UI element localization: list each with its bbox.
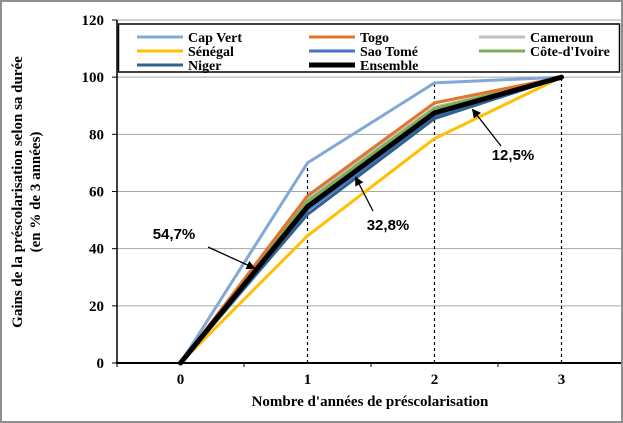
annotation-arrow-54-7 xyxy=(207,246,256,270)
legend-label-cameroun: Cameroun xyxy=(530,31,594,46)
annotation-label-32-8: 32,8% xyxy=(367,217,410,234)
x-tick-label-3: 3 xyxy=(558,372,566,388)
x-axis-title: Nombre d'années de préscolarisation xyxy=(252,394,489,410)
series-line-s-n-gal xyxy=(179,75,563,365)
y-tick-label-0: 0 xyxy=(97,356,105,372)
legend: Cap Vert Togo Cameroun Sénégal Sao Tomé Côte-… xyxy=(117,23,621,74)
x-tick-label-0: 0 xyxy=(177,372,185,388)
x-tick-label-2: 2 xyxy=(431,372,439,388)
legend-item-cameroun: Cameroun xyxy=(479,31,594,46)
y-tick-label-80: 80 xyxy=(89,127,104,143)
legend-item-sao-tom: Sao Tomé xyxy=(309,45,418,60)
legend-item-niger: Niger xyxy=(137,59,221,74)
y-tick-label-120: 120 xyxy=(82,13,105,29)
legend-label-niger: Niger xyxy=(188,59,221,74)
annotation-arrow-12-5 xyxy=(471,108,502,147)
series-line-ensemble xyxy=(178,74,564,366)
legend-label-sao-tom: Sao Tomé xyxy=(360,45,418,60)
annotations: 54,7% 32,8% 12,5% xyxy=(153,108,535,270)
legend-label-togo: Togo xyxy=(360,31,389,46)
annotation-label-12-5: 12,5% xyxy=(492,147,535,164)
legend-box xyxy=(117,23,621,73)
y-tick-label-60: 60 xyxy=(89,185,104,201)
annotation-arrow-32-8 xyxy=(355,176,374,212)
legend-item-s-n-gal: Sénégal xyxy=(137,45,234,60)
x-axis-ticks: 0 1 2 3 xyxy=(116,363,566,388)
legend-item-c-te-d-ivoire: Côte-d'Ivoire xyxy=(479,45,610,60)
legend-item-togo: Togo xyxy=(309,31,389,46)
annotation-label-54-7: 54,7% xyxy=(153,226,196,243)
gridlines xyxy=(117,19,621,307)
y-axis-title-line1: Gains de la préscolarisation selon sa du… xyxy=(10,56,26,328)
legend-item-ensemble: Ensemble xyxy=(309,59,418,74)
y-axis-title-line2: (en % de 3 années) xyxy=(28,132,44,253)
y-axis-ticks: 0 20 40 60 80 100 120 xyxy=(82,13,117,372)
series-lines xyxy=(178,74,564,366)
legend-label-s-n-gal: Sénégal xyxy=(188,45,234,60)
legend-label-c-te-d-ivoire: Côte-d'Ivoire xyxy=(530,45,610,60)
y-tick-label-40: 40 xyxy=(89,242,104,258)
x-tick-label-1: 1 xyxy=(304,372,312,388)
y-tick-label-20: 20 xyxy=(89,299,104,315)
series-line-togo xyxy=(179,75,563,365)
legend-item-cap-vert: Cap Vert xyxy=(137,31,242,46)
y-tick-label-100: 100 xyxy=(82,70,105,86)
legend-label-ensemble: Ensemble xyxy=(360,59,418,74)
legend-label-cap-vert: Cap Vert xyxy=(188,31,242,46)
projection-lines xyxy=(306,77,563,363)
